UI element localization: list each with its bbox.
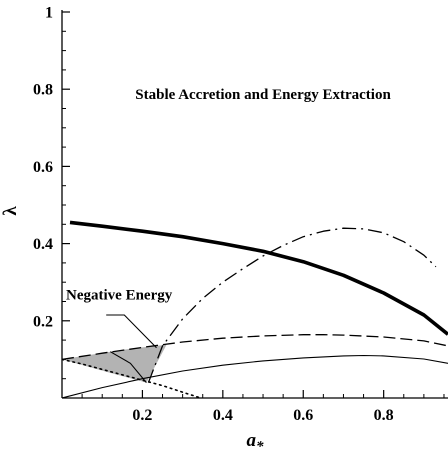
x-tick-label: 0.8 [374, 407, 394, 424]
x-tick-label: 0.6 [293, 407, 313, 424]
series-thick-line [69, 220, 448, 336]
y-tick-label: 0.2 [33, 313, 53, 330]
y-tick-label: 0.8 [33, 82, 53, 99]
series-dash-dot-line [147, 227, 437, 383]
series-thin-line [62, 354, 448, 398]
x-axis-title-subscript: * [256, 439, 264, 455]
series-pointer-line-line [110, 351, 147, 383]
negative-energy-region [62, 344, 167, 383]
x-tick-label: 0.4 [213, 407, 233, 424]
y-tick-label: 0.6 [33, 159, 53, 176]
annotation-stable-accretion: Stable Accretion and Energy Extraction [135, 87, 391, 103]
annotation-negative-energy: Negative Energy [66, 288, 173, 304]
y-tick-label: 0.4 [33, 236, 53, 253]
annotation-pointer [106, 314, 157, 349]
series-dashed-line [62, 334, 448, 361]
series-dotted-line [62, 358, 202, 398]
x-axis-title: a* [247, 430, 265, 455]
y-tick-label: 1 [45, 5, 53, 22]
x-tick-label: 0.2 [132, 407, 152, 424]
y-axis-title: λ [0, 206, 21, 216]
